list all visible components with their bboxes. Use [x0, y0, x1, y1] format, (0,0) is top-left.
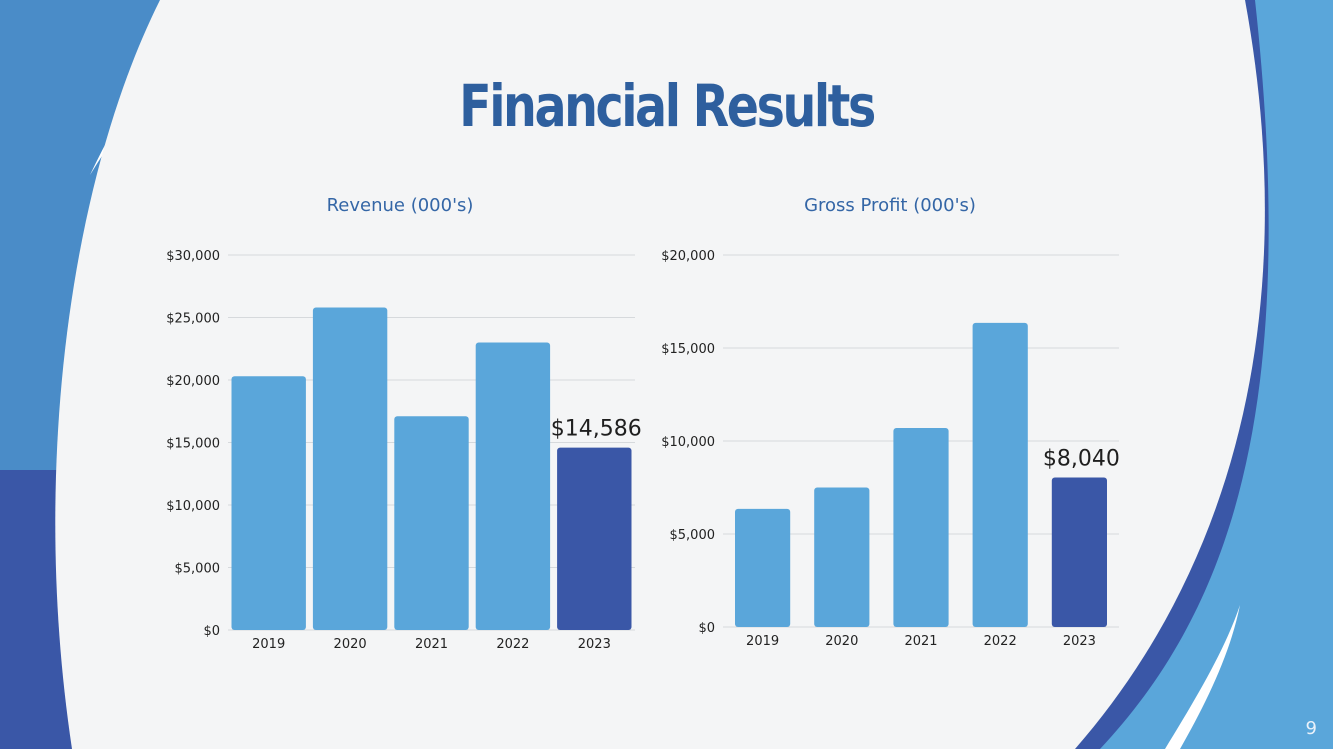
revenue-x-tick-label: 2022	[496, 637, 529, 652]
right-light-band	[1100, 0, 1333, 749]
revenue-y-tick-label: $25,000	[166, 312, 220, 327]
revenue-bar-2023	[557, 447, 632, 630]
gross-profit-x-tick-label: 2020	[825, 634, 858, 649]
revenue-y-tick-label: $20,000	[166, 374, 220, 389]
revenue-bar-2022	[475, 342, 551, 630]
revenue-chart-title: Revenue (000's)	[326, 195, 474, 216]
revenue-data-label: $14,586	[551, 417, 642, 442]
gross-profit-bar-2021	[893, 427, 949, 627]
gross-profit-x-tick-label: 2022	[984, 634, 1017, 649]
revenue-bar-2021	[394, 416, 469, 630]
gross-profit-bar-2023	[1051, 477, 1107, 627]
revenue-y-tick-label: $15,000	[166, 437, 220, 452]
revenue-y-tick-label: $30,000	[166, 249, 220, 264]
gross-profit-x-tick-label: 2023	[1063, 634, 1096, 649]
revenue-chart-plot: $0 $5,000 $10,000 $15,000 $20,000 $25,000 $30,…	[166, 249, 642, 652]
revenue-x-tick-label: 2020	[334, 637, 367, 652]
gross-profit-y-tick-label: $15,000	[661, 342, 715, 357]
revenue-y-tick-label: $10,000	[166, 499, 220, 514]
page-number: 9	[1305, 718, 1317, 739]
revenue-chart: Revenue (000's) $0 $5,000 $10,000 $15,000 $2…	[150, 195, 650, 675]
gross-profit-x-tick-label: 2019	[746, 634, 779, 649]
revenue-x-tick-label: 2019	[252, 637, 285, 652]
revenue-y-tick-label: $0	[203, 624, 220, 639]
gross-profit-y-tick-label: $0	[698, 621, 715, 636]
gross-profit-data-label: $8,040	[1043, 446, 1120, 471]
gross-profit-x-tick-label: 2021	[904, 634, 937, 649]
revenue-x-tick-label: 2021	[415, 637, 448, 652]
gross-profit-chart-title: Gross Profit (000's)	[804, 195, 976, 216]
gross-profit-y-tick-label: $5,000	[670, 528, 716, 543]
gross-profit-chart-plot: $0 $5,000 $10,000 $15,000 $20,000 2019 2020 202…	[661, 249, 1120, 649]
gross-profit-bar-2019	[735, 508, 791, 627]
slide-title: Financial Results	[459, 72, 876, 140]
revenue-bar-2019	[231, 376, 306, 630]
gross-profit-bar-2022	[972, 322, 1028, 627]
revenue-bar-2020	[312, 307, 388, 630]
revenue-y-tick-label: $5,000	[175, 562, 221, 577]
revenue-x-tick-label: 2023	[578, 637, 611, 652]
gross-profit-y-tick-label: $20,000	[661, 249, 715, 264]
gross-profit-chart: Gross Profit (000's) $0 $5,000 $10,000 $15,…	[645, 195, 1135, 675]
gross-profit-y-tick-label: $10,000	[661, 435, 715, 450]
gross-profit-bar-2020	[814, 487, 870, 627]
